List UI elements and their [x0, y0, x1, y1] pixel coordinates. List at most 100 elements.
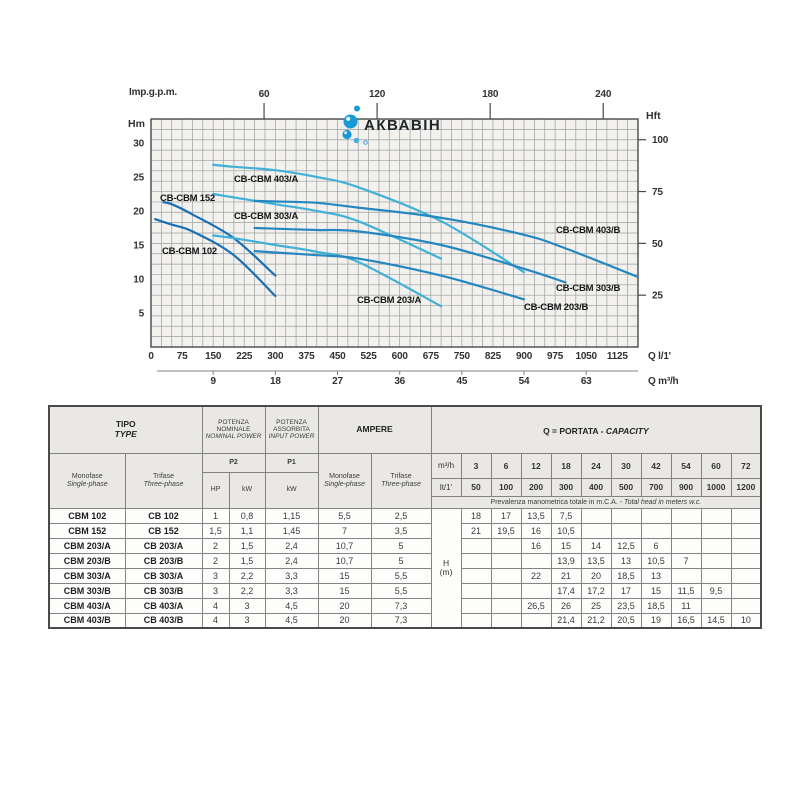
header-kw-p1: kW: [264, 471, 319, 509]
header-trifase-type: Trifase Three-phase: [124, 452, 203, 509]
cell-head-value: 13,5: [580, 552, 612, 569]
x-axis-m3h: 9 18 27 36 45 54 63 Q m³/h: [157, 370, 679, 387]
cell-ampere-trifase: 5: [370, 537, 432, 554]
curve-CB-CBM-152: [162, 201, 277, 277]
cell-ampere-trifase: 3,5: [370, 522, 432, 539]
header-capacity-lt: 300: [550, 477, 582, 497]
cell-hp: 1: [201, 507, 230, 524]
svg-text:900: 900: [516, 351, 533, 362]
cell-head-value: 10,5: [640, 552, 672, 569]
header-tipo: TIPO TYPE: [48, 405, 203, 454]
svg-text:CB-CBM 203/B: CB-CBM 203/B: [524, 302, 588, 313]
cell-head-value: [670, 507, 702, 524]
svg-text:60: 60: [259, 89, 270, 100]
svg-text:CB-CBM 403/A: CB-CBM 403/A: [234, 174, 298, 185]
svg-text:180: 180: [482, 89, 499, 100]
cell-trifase-type: CB 403/B: [124, 612, 203, 629]
cell-head-value: 21,4: [550, 612, 582, 629]
svg-text:Hm: Hm: [128, 118, 145, 130]
svg-text:45: 45: [456, 376, 467, 387]
cell-head-value: [490, 612, 522, 629]
table-row-CBM-303/B: CBM 303/B CB 303/B 3 2,2 3,3 15 5,5 17,4 17,2 17 1…: [48, 582, 762, 599]
svg-text:CB-CBM 152: CB-CBM 152: [160, 193, 215, 204]
svg-text:CB-CBM 102: CB-CBM 102: [162, 246, 217, 257]
svg-text:Imp.g.p.m.: Imp.g.p.m.: [129, 87, 177, 98]
watermark-text: АКВАВІН: [364, 117, 441, 134]
cell-head-value: [670, 537, 702, 554]
cell-kw-p1: 1,45: [264, 522, 319, 539]
cell-head-value: 14,5: [700, 612, 732, 629]
header-capacity-m3h: 3: [460, 452, 492, 479]
svg-text:0: 0: [148, 351, 154, 362]
header-monofase-ampere: Monofase Single-phase: [317, 452, 372, 509]
svg-text:75: 75: [177, 351, 188, 362]
svg-text:450: 450: [329, 351, 346, 362]
svg-text:225: 225: [236, 351, 253, 362]
cell-kw-p2: 2,2: [228, 567, 266, 584]
cell-ampere-trifase: 7,3: [370, 597, 432, 614]
cell-head-value: [520, 582, 552, 599]
cell-head-unit: H (m): [430, 507, 462, 629]
cell-trifase-type: CB 203/B: [124, 552, 203, 569]
svg-text:100: 100: [652, 135, 669, 146]
svg-text:25: 25: [652, 291, 663, 302]
cell-ampere-trifase: 5,5: [370, 567, 432, 584]
cell-ampere-trifase: 2,5: [370, 507, 432, 524]
cell-head-value: [730, 552, 762, 569]
cell-monofase-type: CBM 303/B: [48, 582, 126, 599]
cell-head-value: 17,2: [580, 582, 612, 599]
header-capacity-m3h: 54: [670, 452, 702, 479]
svg-text:1050: 1050: [575, 351, 597, 362]
table-row-CBM-203/A: CBM 203/A CB 203/A 2 1,5 2,4 10,7 5 16 15 14 12,5 6: [48, 537, 762, 554]
cell-kw-p2: 1,5: [228, 537, 266, 554]
header-potenza-nominale: POTENZA NOMINALE NOMINAL POWER: [201, 405, 266, 454]
svg-text:CB-CBM 303/B: CB-CBM 303/B: [556, 283, 620, 294]
cell-head-value: 19,5: [490, 522, 522, 539]
cell-head-value: [700, 522, 732, 539]
cell-head-value: 26,5: [520, 597, 552, 614]
cell-monofase-type: CBM 403/B: [48, 612, 126, 629]
x-axis-top-gpm: Imp.g.p.m. 60 120 180 240: [129, 87, 612, 120]
header-capacity-lt: 1000: [700, 477, 732, 497]
cell-hp: 4: [201, 597, 230, 614]
svg-text:20: 20: [133, 207, 144, 218]
cell-kw-p2: 1,1: [228, 522, 266, 539]
table-row-CBM-403/A: CBM 403/A CB 403/A 4 3 4,5 20 7,3 26,5 26 25 23,5 1…: [48, 597, 762, 614]
cell-hp: 2: [201, 537, 230, 554]
header-total-head-note: Prevalenza manometrica totale in m.C.A. …: [430, 495, 762, 509]
cell-head-value: 18,5: [640, 597, 672, 614]
svg-text:600: 600: [392, 351, 409, 362]
curve-labels: CB-CBM 102 CB-CBM 152 CB-CBM 203/A CB-CBM 3…: [160, 174, 621, 313]
cell-monofase-type: CBM 303/A: [48, 567, 126, 584]
svg-text:9: 9: [210, 376, 216, 387]
cell-hp: 4: [201, 612, 230, 629]
header-capacity-m3h: 42: [640, 452, 672, 479]
curve-CB-CBM-303-B: [253, 226, 567, 284]
cell-head-value: 21: [460, 522, 492, 539]
cell-head-value: 25: [580, 597, 612, 614]
header-capacity-m3h: 6: [490, 452, 522, 479]
cell-kw-p2: 1,5: [228, 552, 266, 569]
header-m3h-unit: m³/h: [430, 452, 462, 479]
cell-head-value: 9,5: [700, 582, 732, 599]
cell-head-value: 16,5: [670, 612, 702, 629]
header-potenza-assorbita: POTENZA ASSORBITA INPUT POWER: [264, 405, 319, 454]
cell-hp: 2: [201, 552, 230, 569]
chart-grid: [151, 119, 638, 347]
cell-head-value: 6: [640, 537, 672, 554]
cell-head-value: [460, 582, 492, 599]
svg-text:15: 15: [133, 241, 144, 252]
cell-head-value: [670, 567, 702, 584]
svg-text:375: 375: [298, 351, 315, 362]
cell-head-value: 17: [490, 507, 522, 524]
cell-head-value: 23,5: [610, 597, 642, 614]
cell-head-value: [520, 552, 552, 569]
table-row-CBM-203/B: CBM 203/B CB 203/B 2 1,5 2,4 10,7 5 13,9 13,5 13 1…: [48, 552, 762, 569]
svg-text:Q l/1': Q l/1': [648, 351, 671, 362]
cell-ampere-monofase: 7: [317, 522, 372, 539]
cell-ampere-monofase: 5,5: [317, 507, 372, 524]
cell-head-value: 11: [670, 597, 702, 614]
pump-curves-chart: Imp.g.p.m. 60 120 180 240Hm51015202530Hft255…: [128, 87, 679, 387]
cell-ampere-monofase: 10,7: [317, 537, 372, 554]
